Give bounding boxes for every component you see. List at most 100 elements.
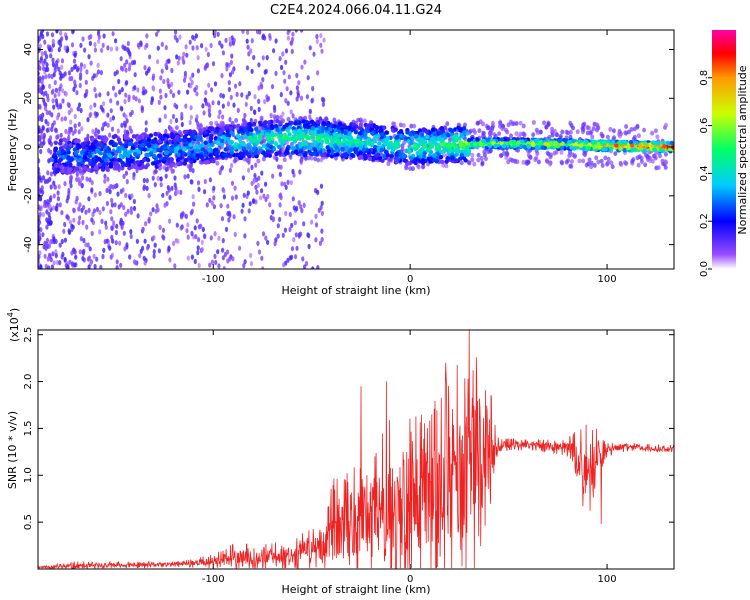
spectral-cell xyxy=(463,158,468,163)
spectral-cell xyxy=(225,136,231,142)
spectral-cell xyxy=(359,141,364,146)
spectral-cell xyxy=(58,141,63,146)
spectrogram-frame xyxy=(37,29,675,270)
spectral-cell xyxy=(115,223,119,229)
spectral-cell xyxy=(256,158,261,164)
spectral-cell xyxy=(146,68,150,74)
spectral-cell xyxy=(186,173,190,179)
spectral-cell xyxy=(290,222,294,228)
spectral-cell xyxy=(144,120,148,126)
spectral-cell xyxy=(176,238,180,244)
spectral-cell xyxy=(295,85,299,91)
spectral-cell xyxy=(265,149,271,154)
spectral-cell xyxy=(123,148,128,153)
spectral-cell xyxy=(108,164,114,169)
spectral-cell xyxy=(470,152,475,158)
spectral-cell xyxy=(308,108,312,115)
spectral-cell xyxy=(93,47,97,53)
spectral-cell xyxy=(244,150,249,155)
spectral-cell xyxy=(105,166,110,171)
spectral-cell xyxy=(43,58,47,64)
spectral-cell xyxy=(44,118,48,125)
spectral-cell xyxy=(294,30,298,33)
spectral-cell xyxy=(39,264,43,269)
spectral-cell xyxy=(72,86,76,92)
spectral-cell xyxy=(320,96,325,102)
spectral-cell xyxy=(131,134,137,139)
spectral-cell xyxy=(170,67,174,74)
spectral-cell xyxy=(80,183,84,189)
spectral-cell xyxy=(472,161,477,167)
spectral-cell xyxy=(439,130,444,135)
spectral-cell xyxy=(303,145,308,150)
spectral-cell xyxy=(258,30,262,35)
spectral-cell xyxy=(586,161,591,167)
spectral-cell xyxy=(416,137,421,142)
spectral-cell xyxy=(43,39,47,45)
spectral-cell xyxy=(554,141,559,146)
spectral-cell xyxy=(230,180,235,186)
spectral-cell xyxy=(47,147,51,154)
spectral-cell xyxy=(45,127,50,133)
spectral-cell xyxy=(77,206,81,212)
spectral-cell xyxy=(311,130,316,135)
spectral-cell xyxy=(288,255,292,261)
spectral-cell xyxy=(286,179,290,185)
spectral-cell xyxy=(144,221,148,227)
spectral-cell xyxy=(221,238,225,244)
spectral-cell xyxy=(124,192,128,199)
spectral-cell xyxy=(257,106,261,112)
spectral-cell xyxy=(203,189,207,195)
spectral-cell xyxy=(204,46,208,52)
spectral-cell xyxy=(119,56,123,62)
spectral-cell xyxy=(125,153,131,158)
colorbar-tick-label: 0.6 xyxy=(699,118,710,134)
spectral-cell xyxy=(114,92,118,98)
spectral-cell xyxy=(301,256,305,262)
spectral-cell xyxy=(125,118,129,124)
spectral-cell xyxy=(146,142,151,148)
spectral-cell xyxy=(425,134,430,140)
spectral-cell xyxy=(228,256,232,262)
spectral-cell xyxy=(581,129,585,135)
spectral-cell xyxy=(291,168,295,175)
spectral-cell xyxy=(59,30,63,36)
spectral-cell xyxy=(54,127,58,133)
spectral-cell xyxy=(196,68,200,74)
spectral-cell xyxy=(240,208,244,214)
spectral-cell xyxy=(393,127,398,132)
spectral-cell xyxy=(420,147,425,152)
spectral-cell xyxy=(312,139,317,144)
spectral-cell xyxy=(243,259,247,265)
spectral-cell xyxy=(241,30,245,34)
spectrogram-y-tick-label: 20 xyxy=(23,92,34,105)
spectral-cell xyxy=(147,216,151,222)
spectral-cell xyxy=(198,143,203,149)
spectral-cell xyxy=(242,263,246,269)
spectral-cell xyxy=(79,72,83,78)
spectral-cell xyxy=(47,220,51,226)
spectral-cell xyxy=(38,128,41,135)
spectral-cell xyxy=(73,128,77,134)
spectral-cell xyxy=(464,145,469,150)
spectral-cell xyxy=(191,129,196,134)
spectral-cell xyxy=(642,127,647,133)
spectral-cell xyxy=(395,135,400,140)
spectral-cell xyxy=(197,148,202,154)
spectral-cell xyxy=(51,251,55,257)
spectral-cell xyxy=(401,153,406,159)
spectral-cell xyxy=(351,126,356,132)
spectral-cell xyxy=(79,107,83,114)
spectral-cell xyxy=(220,73,224,79)
snr-y-tick-label: 1.5 xyxy=(23,420,34,436)
spectral-cell xyxy=(306,155,311,161)
spectral-cell xyxy=(41,84,46,90)
spectral-cell xyxy=(288,226,292,233)
spectral-cell xyxy=(511,140,517,145)
spectral-cell xyxy=(586,145,591,151)
spectral-cell xyxy=(194,234,198,240)
spectral-cell xyxy=(166,157,171,162)
spectral-cell xyxy=(535,151,540,157)
spectral-cell xyxy=(125,179,129,185)
spectral-cell xyxy=(459,152,464,158)
